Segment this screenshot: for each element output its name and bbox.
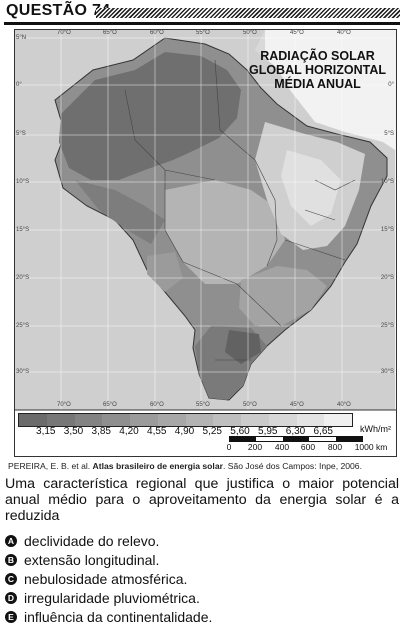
legend-swatch (268, 414, 297, 426)
tick-left: 15°S (16, 227, 30, 233)
legend-swatch (213, 414, 241, 426)
tick-right: 30°S (380, 369, 394, 375)
option-text: nebulosidade atmosférica. (24, 570, 188, 587)
option-c[interactable]: C nebulosidade atmosférica. (5, 569, 399, 588)
tick-left: 0° (16, 82, 22, 88)
tick-right: 0° (388, 82, 394, 88)
tick-right: 10°S (380, 179, 394, 185)
tick-bottom: 65°O (103, 402, 117, 408)
question-stem: Uma característica regional que justific… (5, 476, 399, 524)
legend-value: 3,50 (63, 426, 84, 437)
scale-label: 800 (327, 442, 343, 452)
tick-right: 15°S (380, 227, 394, 233)
tick-bottom: 45°O (290, 402, 304, 408)
scale-bar: 0 200 400 600 800 1000 km (226, 436, 389, 456)
legend-swatch (157, 414, 186, 426)
legend-value: 5,25 (202, 426, 222, 437)
tick-top: 45°O (290, 30, 304, 36)
tick-bottom: 40°O (337, 402, 351, 408)
tick-left: 25°S (16, 323, 30, 329)
tick-top: 60°O (150, 30, 164, 36)
option-text: influência da continentalidade. (24, 609, 213, 626)
tick-top: 65°O (103, 30, 117, 36)
legend-labels: 3,15 3,50 3,85 4,20 4,55 4,90 5,25 5,60 5,95 6,30… (18, 426, 351, 437)
tick-bottom: 50°O (243, 402, 257, 408)
tick-left: 10°S (16, 179, 30, 185)
scale-bar-graphic (229, 436, 363, 442)
tick-bottom: 55°O (196, 402, 210, 408)
tick-top: 50°O (243, 30, 257, 36)
legend-swatch (46, 414, 75, 426)
legend-swatch (102, 414, 130, 426)
option-a[interactable]: A declividade do relevo. (5, 531, 399, 550)
legend-value: 4,20 (119, 426, 139, 437)
question-header: QUESTÃO 74 (4, 2, 400, 25)
header-stripe (96, 8, 400, 18)
option-b[interactable]: B extensão longitudinal. (5, 550, 399, 569)
option-text: extensão longitudinal. (24, 551, 160, 568)
map-source: PEREIRA, E. B. et al. Atlas brasileiro d… (8, 461, 362, 471)
legend-value: 3,15 (36, 426, 56, 437)
question-number: QUESTÃO 74 (6, 2, 111, 19)
option-e[interactable]: E influência da continentalidade. (5, 608, 399, 627)
map-graphic (15, 30, 396, 456)
scale-label: 400 (274, 442, 290, 452)
map-title-line: RADIAÇÃO SOLAR (260, 49, 375, 63)
legend-value: 3,85 (91, 426, 111, 437)
legend-value: 5,60 (230, 426, 250, 437)
source-authors: PEREIRA, E. B. et al. (8, 461, 91, 471)
tick-right: 25°S (380, 323, 394, 329)
tick-left: 5°S (16, 131, 26, 137)
map-title: RADIAÇÃO SOLAR GLOBAL HORIZONTAL MÉDIA A… (249, 49, 386, 91)
legend-value: 5,95 (258, 426, 278, 437)
legend-value: 6,65 (313, 426, 333, 437)
tick-left: 30°S (16, 369, 30, 375)
legend-swatch (241, 414, 269, 426)
tick-left: 5°N (16, 35, 27, 41)
legend-swatch (130, 414, 158, 426)
legend-value: 4,90 (174, 426, 195, 437)
map-title-line: MÉDIA ANUAL (274, 77, 361, 91)
map-legend: 3,15 3,50 3,85 4,20 4,55 4,90 5,25 5,60 5,95 6,30… (18, 413, 391, 437)
option-letter-badge: E (5, 611, 17, 624)
scale-label: 1000 km (354, 442, 388, 452)
option-letter-badge: C (5, 572, 17, 585)
tick-right: 5°S (384, 131, 394, 137)
tick-top: 70°O (57, 30, 71, 36)
legend-swatch (324, 414, 352, 426)
legend-value: 4,55 (147, 426, 167, 437)
scale-label: 600 (300, 442, 316, 452)
option-text: irregularidade pluviométrica. (24, 590, 200, 607)
legend-unit: kWh/m² (360, 424, 391, 434)
option-letter-badge: A (5, 534, 17, 547)
legend-swatch (19, 414, 47, 426)
option-letter-badge: B (5, 553, 17, 566)
tick-bottom: 70°O (57, 402, 71, 408)
tick-top: 55°O (196, 30, 210, 36)
map-title-line: GLOBAL HORIZONTAL (248, 63, 386, 77)
scale-label: 0 (226, 442, 232, 452)
option-letter-badge: D (5, 592, 17, 605)
legend-value: 6,30 (285, 426, 306, 437)
tick-top: 40°O (337, 30, 351, 36)
legend-swatch (74, 414, 103, 426)
tick-bottom: 60°O (150, 402, 164, 408)
legend-swatch (296, 414, 325, 426)
source-work: Atlas brasileiro de energia solar (92, 461, 223, 471)
scale-label: 200 (247, 442, 263, 452)
answer-options: A declividade do relevo. B extensão long… (5, 531, 399, 627)
legend-swatch (185, 414, 214, 426)
legend-color-bar (18, 413, 353, 427)
option-text: declividade do relevo. (24, 532, 160, 549)
option-d[interactable]: D irregularidade pluviométrica. (5, 589, 399, 608)
source-publication: . São José dos Campos: Inpe, 2006. (222, 461, 362, 471)
tick-left: 20°S (16, 275, 30, 281)
solar-radiation-map: 70°O 65°O 60°O 55°O 50°O 45°O 40°O 70°O … (14, 29, 397, 457)
tick-right: 20°S (380, 275, 394, 281)
